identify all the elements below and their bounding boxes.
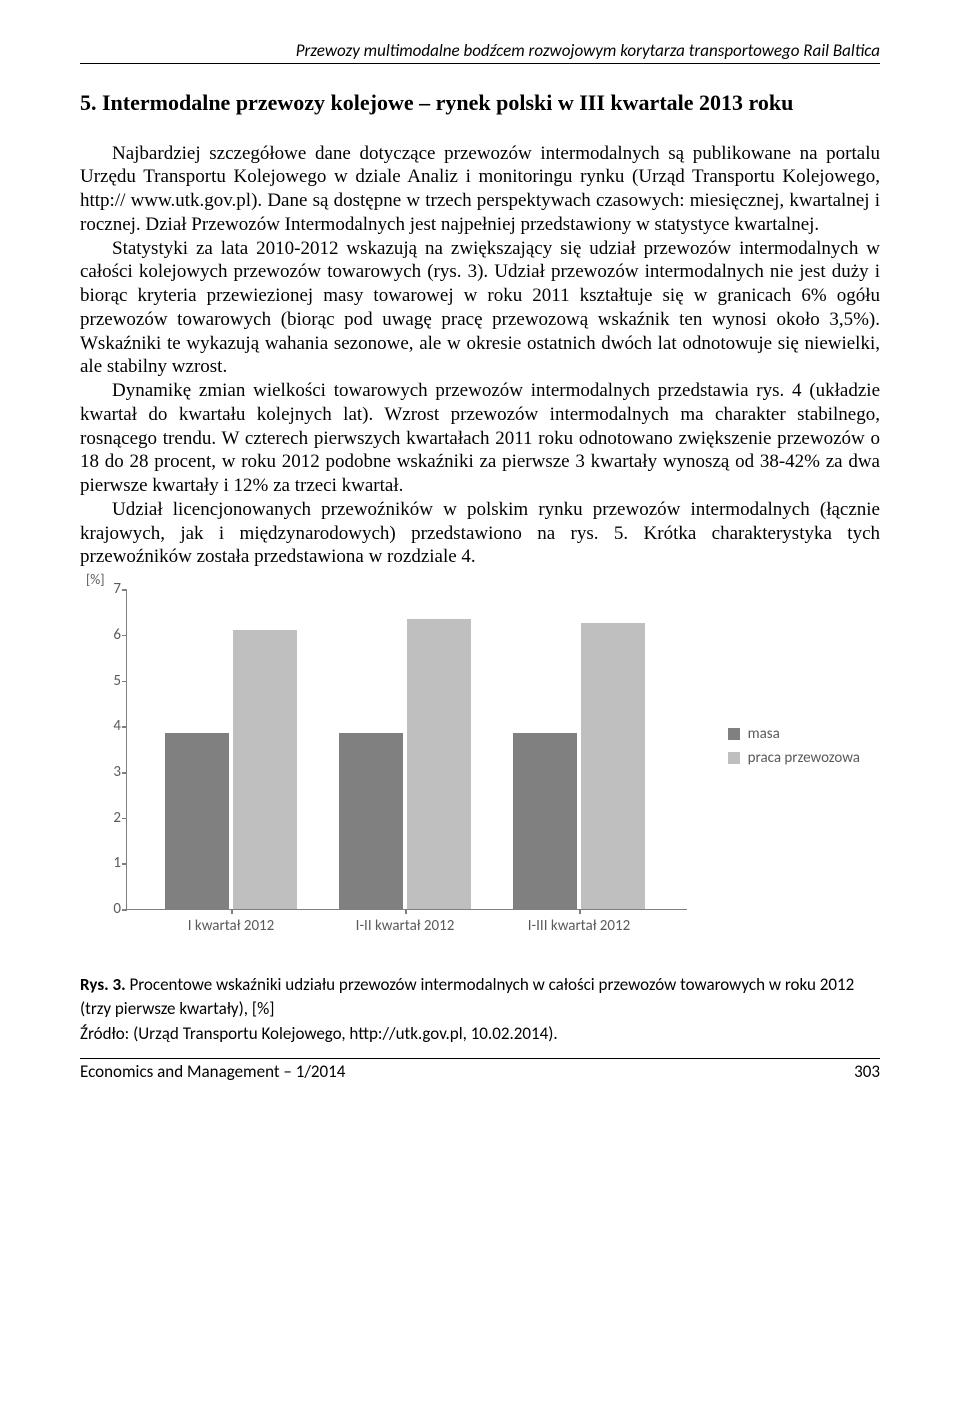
running-header: Przewozy multimodalne bodźcem rozwojowym…	[80, 40, 880, 64]
bar	[339, 733, 403, 909]
y-tick-mark	[122, 909, 127, 911]
bar	[233, 630, 297, 909]
y-tick-mark	[122, 818, 127, 820]
legend-item: praca przewozowa	[728, 749, 860, 767]
y-tick-mark	[122, 726, 127, 728]
paragraph-3: Dynamikę zmian wielkości towarowych prze…	[80, 379, 880, 498]
x-tick-mark	[231, 909, 233, 914]
legend-label: masa	[748, 725, 780, 743]
legend-item: masa	[728, 725, 860, 743]
page-footer: Economics and Management – 1/2014 303	[80, 1058, 880, 1082]
y-tick-label: 4	[99, 717, 121, 735]
footer-page-number: 303	[854, 1061, 880, 1082]
body-text-block: Najbardziej szczegółowe dane dotyczące p…	[80, 142, 880, 570]
x-tick-mark	[579, 909, 581, 914]
chart-legend: masa praca przewozowa	[728, 725, 860, 773]
y-tick-mark	[122, 681, 127, 683]
y-tick-mark	[122, 863, 127, 865]
y-tick-mark	[122, 772, 127, 774]
bar	[581, 623, 645, 909]
figure-source: Źródło: (Urząd Transportu Kolejowego, ht…	[80, 1023, 880, 1044]
y-tick-mark	[122, 589, 127, 591]
figure-3: [%] 01234567I kwartał 2012I-II kwartał 2…	[80, 575, 880, 955]
bar-group	[513, 623, 645, 909]
footer-journal: Economics and Management – 1/2014	[80, 1061, 345, 1082]
figure-caption-text: Procentowe wskaźniki udziału przewozów i…	[80, 974, 854, 1019]
figure-label: Rys. 3.	[80, 974, 126, 995]
bar	[165, 733, 229, 909]
y-tick-label: 2	[99, 809, 121, 827]
legend-swatch	[728, 728, 740, 740]
y-tick-label: 3	[99, 763, 121, 781]
bar-group	[339, 619, 471, 909]
bar-chart: [%] 01234567I kwartał 2012I-II kwartał 2…	[80, 575, 880, 955]
paragraph-4: Udział licencjonowanych przewoźników w p…	[80, 498, 880, 569]
y-tick-label: 7	[99, 580, 121, 598]
bar	[407, 619, 471, 909]
section-heading: 5. Intermodalne przewozy kolejowe – ryne…	[80, 88, 880, 118]
y-tick-mark	[122, 635, 127, 637]
paragraph-1: Najbardziej szczegółowe dane dotyczące p…	[80, 142, 880, 237]
paragraph-2: Statystyki za lata 2010-2012 wskazują na…	[80, 237, 880, 380]
bar-group	[165, 630, 297, 909]
bar	[513, 733, 577, 909]
y-tick-label: 6	[99, 626, 121, 644]
legend-label: praca przewozowa	[748, 749, 860, 767]
y-tick-label: 5	[99, 672, 121, 690]
figure-caption: Rys. 3. Procentowe wskaźniki udziału prz…	[80, 973, 880, 1021]
legend-swatch	[728, 752, 740, 764]
plot-area: 01234567I kwartał 2012I-II kwartał 2012I…	[126, 589, 687, 910]
y-tick-label: 0	[99, 900, 121, 918]
y-tick-label: 1	[99, 854, 121, 872]
x-tick-mark	[405, 909, 407, 914]
